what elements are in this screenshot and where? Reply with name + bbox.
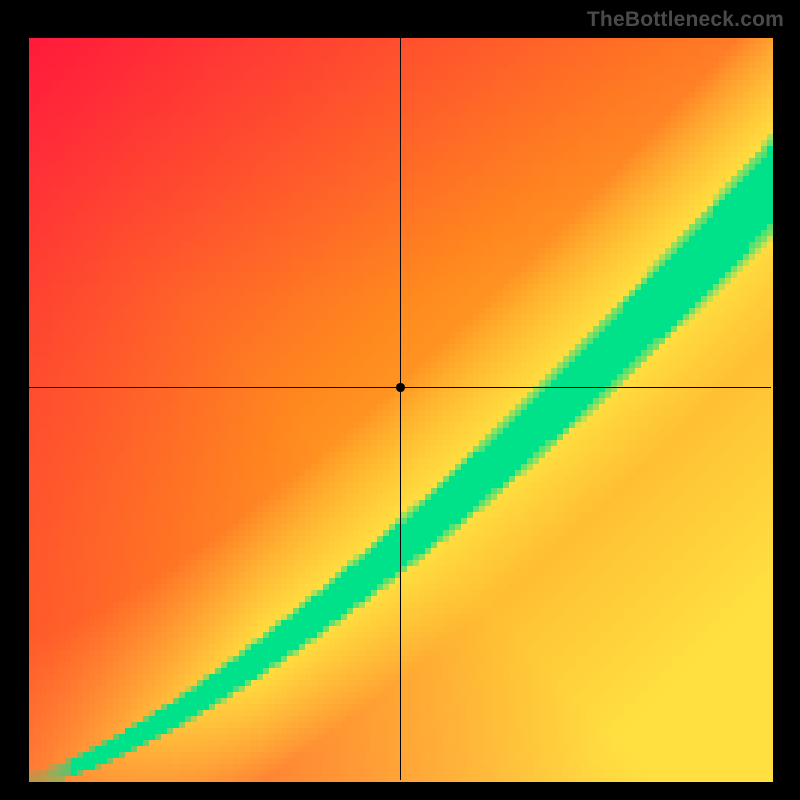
watermark-text: TheBottleneck.com	[587, 8, 784, 32]
chart-container: TheBottleneck.com	[0, 0, 800, 800]
heatmap-canvas	[0, 0, 800, 800]
